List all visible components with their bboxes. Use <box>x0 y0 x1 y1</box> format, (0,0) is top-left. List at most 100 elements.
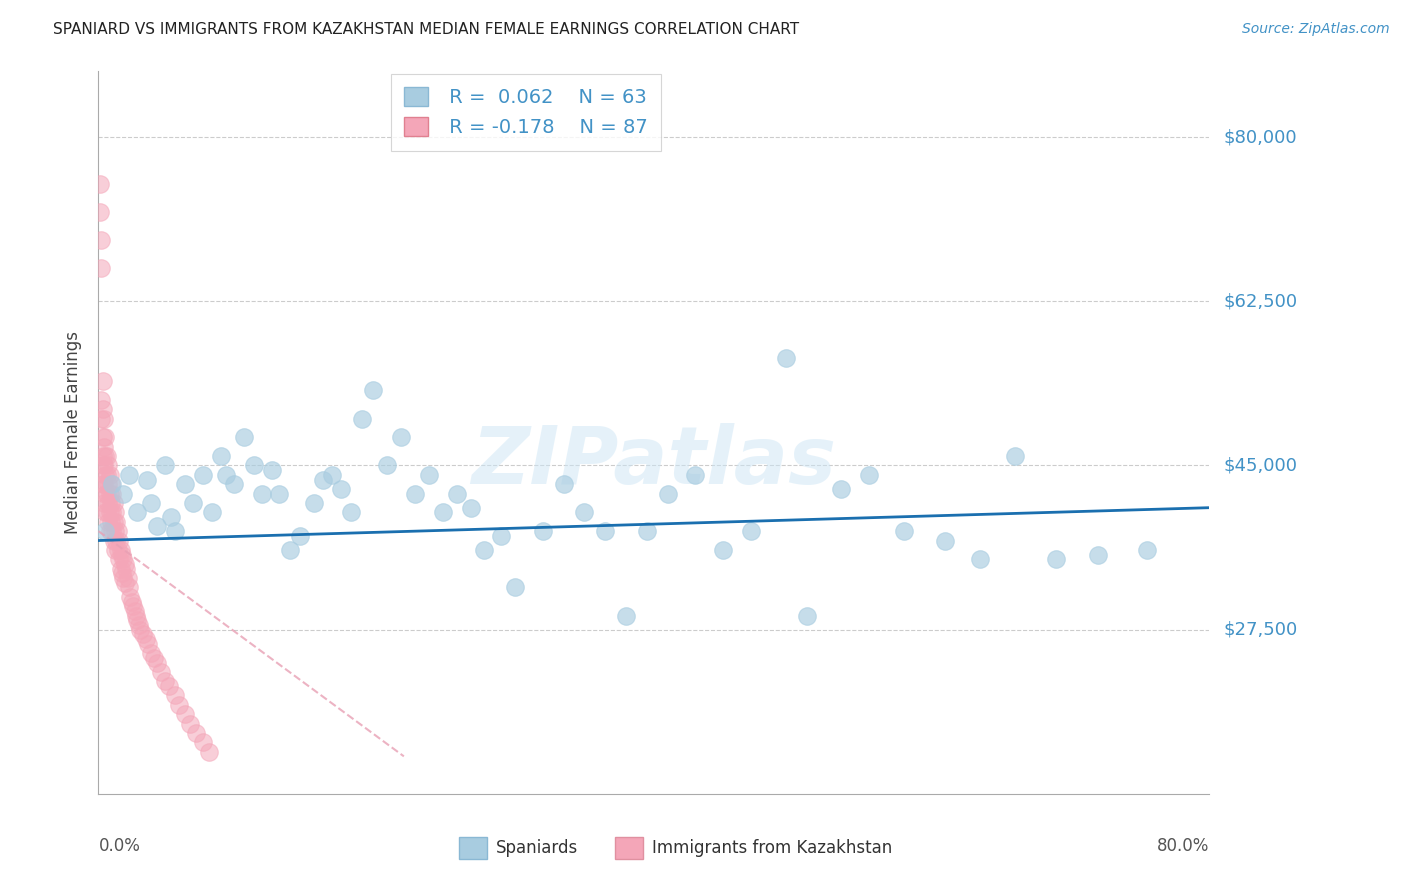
Point <box>340 505 363 519</box>
Point <box>153 674 176 689</box>
Point <box>94 449 117 463</box>
Point <box>352 411 374 425</box>
Point <box>129 623 152 637</box>
Point <box>893 524 915 538</box>
Point <box>474 542 496 557</box>
Point <box>101 477 124 491</box>
Point <box>98 486 121 500</box>
Point <box>136 473 159 487</box>
Point <box>108 533 131 548</box>
Point <box>404 486 426 500</box>
Point <box>1004 449 1026 463</box>
Point <box>122 599 145 614</box>
Text: ZIPatlas: ZIPatlas <box>471 423 837 500</box>
Point <box>740 524 762 538</box>
Point <box>636 524 658 538</box>
Point <box>96 467 118 482</box>
Point <box>97 515 120 529</box>
FancyBboxPatch shape <box>460 838 488 859</box>
Point <box>110 542 132 557</box>
Point <box>934 533 956 548</box>
Point <box>101 486 124 500</box>
Point <box>96 486 118 500</box>
Text: SPANIARD VS IMMIGRANTS FROM KAZAKHSTAN MEDIAN FEMALE EARNINGS CORRELATION CHART: SPANIARD VS IMMIGRANTS FROM KAZAKHSTAN M… <box>53 22 800 37</box>
Point <box>145 519 167 533</box>
Point <box>163 689 186 703</box>
Point <box>94 430 117 444</box>
Point <box>209 449 232 463</box>
Point <box>191 735 214 749</box>
Text: 80.0%: 80.0% <box>1157 838 1209 855</box>
Point <box>90 261 112 276</box>
Point <box>321 467 343 482</box>
Point <box>796 608 818 623</box>
FancyBboxPatch shape <box>614 838 643 859</box>
Point <box>288 529 311 543</box>
Point <box>97 496 120 510</box>
Point <box>93 458 115 473</box>
Point <box>104 524 127 538</box>
Point <box>159 510 181 524</box>
Point <box>531 524 554 538</box>
Point <box>173 707 195 722</box>
Point <box>118 467 141 482</box>
Point <box>657 486 679 500</box>
Point <box>93 477 115 491</box>
Point <box>104 542 127 557</box>
Point <box>446 486 468 500</box>
Point <box>100 496 122 510</box>
Text: $45,000: $45,000 <box>1223 457 1298 475</box>
Text: $27,500: $27,500 <box>1223 621 1298 639</box>
Point <box>775 351 797 365</box>
Point <box>90 411 112 425</box>
Point <box>107 524 129 538</box>
Point <box>114 575 136 590</box>
Point <box>103 533 125 548</box>
Point <box>375 458 398 473</box>
Point <box>108 552 131 566</box>
Point <box>93 496 115 510</box>
Point <box>90 233 112 247</box>
Point <box>107 542 129 557</box>
Point <box>181 496 204 510</box>
Point <box>224 477 246 491</box>
Point <box>711 542 734 557</box>
Point <box>94 505 117 519</box>
Point <box>418 467 440 482</box>
Point <box>1087 548 1109 562</box>
Point <box>103 515 125 529</box>
Point <box>167 698 190 712</box>
Point <box>91 374 114 388</box>
Point <box>191 467 214 482</box>
Point <box>98 524 121 538</box>
Text: $62,500: $62,500 <box>1223 293 1298 310</box>
Point <box>201 505 224 519</box>
Point <box>128 618 150 632</box>
Point <box>460 500 482 515</box>
Point <box>104 505 127 519</box>
Point <box>96 449 118 463</box>
Point <box>118 581 141 595</box>
Point <box>93 440 115 454</box>
Point <box>267 486 290 500</box>
Point <box>94 524 117 538</box>
Point <box>120 590 142 604</box>
Point <box>94 467 117 482</box>
Point <box>685 467 707 482</box>
Point <box>153 458 176 473</box>
Point <box>110 562 132 576</box>
Point <box>179 716 201 731</box>
Text: Source: ZipAtlas.com: Source: ZipAtlas.com <box>1241 22 1389 37</box>
Point <box>215 467 238 482</box>
Point <box>830 482 852 496</box>
Point <box>115 562 138 576</box>
Point <box>149 665 172 679</box>
Point <box>489 529 512 543</box>
Point <box>101 505 124 519</box>
Point <box>117 571 139 585</box>
Point <box>330 482 353 496</box>
Point <box>94 486 117 500</box>
Point <box>198 745 221 759</box>
Point <box>145 656 167 670</box>
Point <box>593 524 616 538</box>
